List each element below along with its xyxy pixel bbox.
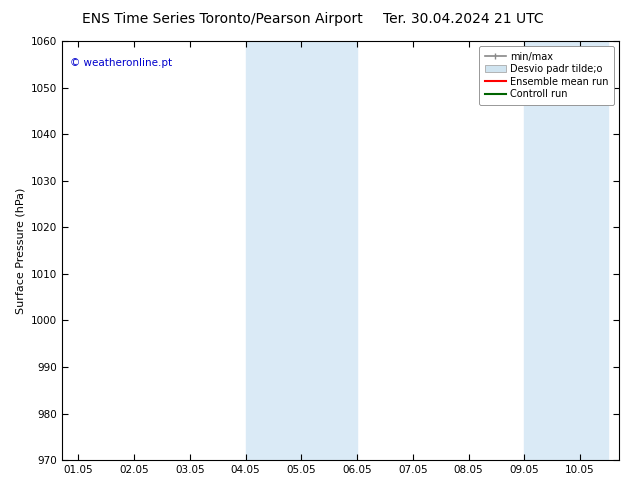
Legend: min/max, Desvio padr tilde;o, Ensemble mean run, Controll run: min/max, Desvio padr tilde;o, Ensemble m… (479, 46, 614, 105)
Y-axis label: Surface Pressure (hPa): Surface Pressure (hPa) (15, 187, 25, 314)
Text: © weatheronline.pt: © weatheronline.pt (70, 58, 172, 68)
Text: ENS Time Series Toronto/Pearson Airport: ENS Time Series Toronto/Pearson Airport (82, 12, 362, 26)
Text: Ter. 30.04.2024 21 UTC: Ter. 30.04.2024 21 UTC (382, 12, 543, 26)
Bar (245, 41, 357, 460)
Bar (524, 41, 608, 460)
